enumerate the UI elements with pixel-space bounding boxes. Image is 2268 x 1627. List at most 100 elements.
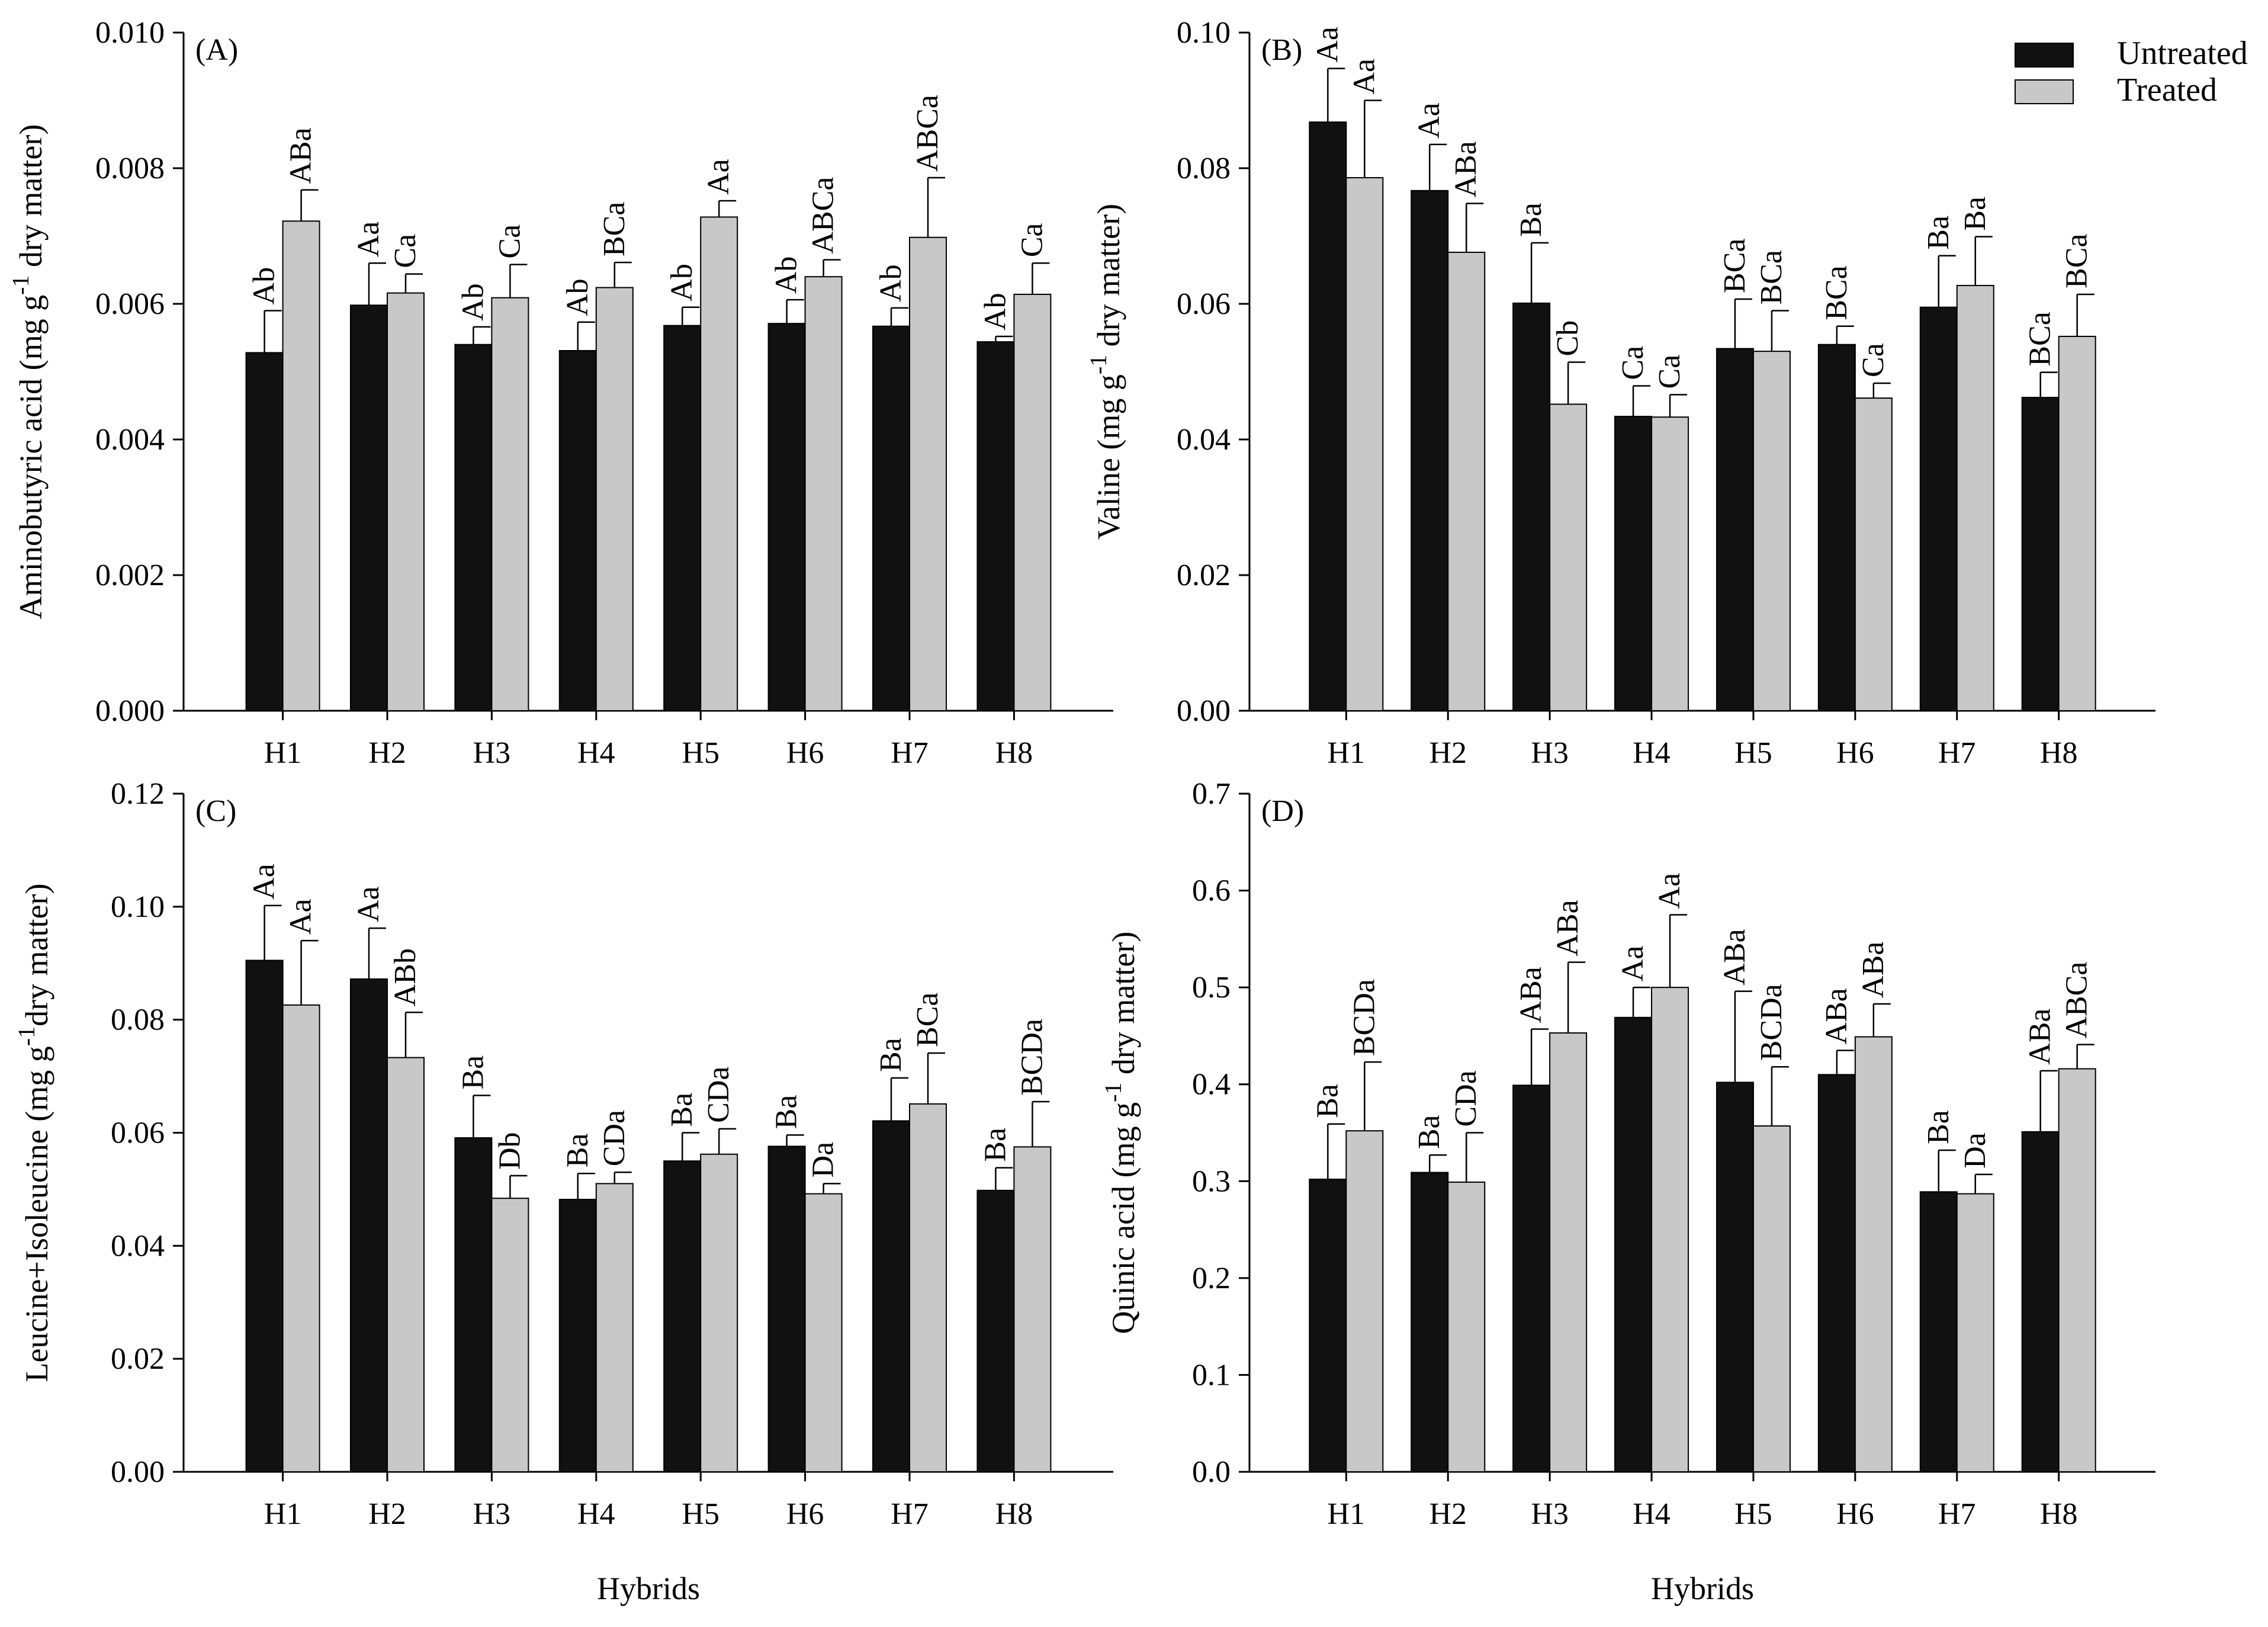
bar-untreated bbox=[1614, 1016, 1653, 1472]
x-tick-label: H6 bbox=[786, 1497, 824, 1531]
y-tick-label: 0.5 bbox=[1192, 971, 1231, 1005]
x-tick-label: H8 bbox=[2040, 1497, 2078, 1531]
x-tick-label: H8 bbox=[995, 736, 1033, 770]
chart-panel-1: 0.000 0.002 0.004 0.006 0.008 0.010 (A) Aminobu… bbox=[7, 16, 1113, 770]
significance-label: ABCa bbox=[807, 177, 840, 254]
bar-treated bbox=[1549, 1032, 1588, 1473]
bar-untreated bbox=[349, 978, 388, 1472]
significance-label: CDa bbox=[597, 1110, 631, 1166]
bar-treated bbox=[909, 1103, 947, 1472]
x-tick-label: H1 bbox=[264, 736, 302, 770]
bar-treated bbox=[804, 276, 843, 711]
bar-untreated bbox=[976, 341, 1015, 711]
bar-untreated bbox=[1512, 1084, 1551, 1472]
significance-label: BCa bbox=[911, 993, 945, 1047]
y-tick-label: 0.006 bbox=[95, 287, 165, 321]
significance-label: Aa bbox=[702, 159, 735, 195]
bar-untreated bbox=[663, 325, 702, 711]
bar-treated bbox=[1013, 1146, 1052, 1472]
legend-label-treated: Treated bbox=[2117, 72, 2217, 108]
y-tick-label: 0.04 bbox=[111, 1229, 165, 1263]
significance-label: ABa bbox=[1551, 900, 1585, 956]
x-tick-label: H3 bbox=[473, 736, 511, 770]
y-tick-label: 0.10 bbox=[1177, 16, 1231, 50]
significance-label: Ba bbox=[1412, 1115, 1446, 1149]
x-tick-label: H8 bbox=[2040, 736, 2078, 770]
panel-label: (B) bbox=[1261, 33, 1302, 67]
y-tick-label: 0.08 bbox=[111, 1003, 165, 1037]
bar-treated bbox=[1752, 351, 1791, 711]
significance-label: Ab bbox=[561, 278, 595, 316]
bar-untreated bbox=[1716, 1082, 1754, 1472]
significance-label: ABb bbox=[388, 948, 422, 1006]
significance-label: Ca bbox=[1653, 355, 1686, 389]
bar-untreated bbox=[2021, 1131, 2060, 1472]
significance-label: ABa bbox=[1856, 942, 1890, 998]
significance-label: CDa bbox=[702, 1066, 735, 1122]
significance-label: BCa bbox=[2023, 312, 2057, 366]
significance-label: Aa bbox=[1310, 27, 1344, 63]
bar-untreated bbox=[976, 1189, 1015, 1472]
significance-label: Ca bbox=[1856, 343, 1890, 377]
bar-treated bbox=[700, 216, 738, 711]
y-tick-label: 0.010 bbox=[95, 16, 165, 50]
significance-label: BCa bbox=[1718, 239, 1752, 293]
bar-treated bbox=[1345, 177, 1384, 711]
x-tick-label: H5 bbox=[1734, 1497, 1772, 1531]
y-axis-title: Valine (mg g-1 dry matter) bbox=[1085, 204, 1126, 540]
y-tick-label: 0.002 bbox=[95, 559, 165, 592]
significance-label: Ca bbox=[388, 234, 422, 268]
significance-label: Ab bbox=[665, 264, 699, 301]
significance-label: BCDa bbox=[1347, 979, 1381, 1056]
y-tick-label: 0.7 bbox=[1192, 777, 1231, 811]
bar-treated bbox=[2058, 335, 2096, 711]
y-tick-label: 0.2 bbox=[1192, 1262, 1231, 1295]
bar-treated bbox=[1447, 251, 1486, 712]
x-tick-label: H5 bbox=[682, 1497, 719, 1531]
significance-label: ABa bbox=[2023, 1008, 2057, 1064]
significance-label: Ba bbox=[456, 1055, 490, 1090]
significance-label: Ab bbox=[248, 267, 281, 305]
x-tick-label: H6 bbox=[786, 736, 824, 770]
x-tick-label: H7 bbox=[891, 736, 929, 770]
bar-untreated bbox=[454, 344, 493, 711]
legend-label-untreated: Untreated bbox=[2117, 35, 2248, 72]
y-tick-label: 0.00 bbox=[111, 1455, 165, 1489]
legend-swatch-treated bbox=[2015, 79, 2074, 104]
y-tick-label: 0.6 bbox=[1192, 874, 1231, 908]
bar-treated bbox=[595, 287, 634, 711]
bar-treated bbox=[1651, 987, 1689, 1472]
chart-panel-3: 0.00 0.02 0.04 0.06 0.08 0.10 0.12 (C) Leucine+I… bbox=[13, 777, 1113, 1606]
x-tick-label: H3 bbox=[1531, 1497, 1569, 1531]
panel-label: (D) bbox=[1261, 794, 1304, 828]
significance-label: Ab bbox=[456, 283, 490, 321]
bar-untreated bbox=[1512, 302, 1551, 712]
significance-label: BCa bbox=[1820, 265, 1853, 320]
significance-label: Aa bbox=[284, 898, 318, 935]
bar-treated bbox=[804, 1193, 843, 1473]
bar-treated bbox=[1854, 1036, 1893, 1473]
bar-untreated bbox=[767, 323, 806, 711]
bar-treated bbox=[2058, 1068, 2096, 1472]
x-tick-label: H5 bbox=[1734, 736, 1772, 770]
legend-swatch-untreated bbox=[2015, 43, 2074, 68]
significance-label: Aa bbox=[248, 864, 281, 900]
bar-untreated bbox=[767, 1145, 806, 1472]
x-tick-label: H1 bbox=[264, 1497, 302, 1531]
bar-treated bbox=[1013, 293, 1052, 712]
significance-label: Db bbox=[493, 1132, 526, 1170]
significance-label: BCa bbox=[1755, 250, 1788, 304]
significance-label: ABa bbox=[1820, 988, 1853, 1044]
bar-untreated bbox=[245, 959, 284, 1472]
significance-label: Ca bbox=[493, 224, 526, 259]
significance-label: Ba bbox=[1310, 1084, 1344, 1118]
significance-label: Ab bbox=[978, 293, 1012, 330]
significance-label: Ba bbox=[561, 1133, 595, 1167]
significance-label: Cb bbox=[1551, 320, 1585, 357]
x-axis-title: Hybrids bbox=[597, 1571, 700, 1606]
x-tick-label: H1 bbox=[1328, 1497, 1366, 1531]
significance-label: Ba bbox=[874, 1038, 908, 1072]
bar-untreated bbox=[1817, 344, 1856, 711]
significance-label: Ca bbox=[1015, 223, 1049, 258]
